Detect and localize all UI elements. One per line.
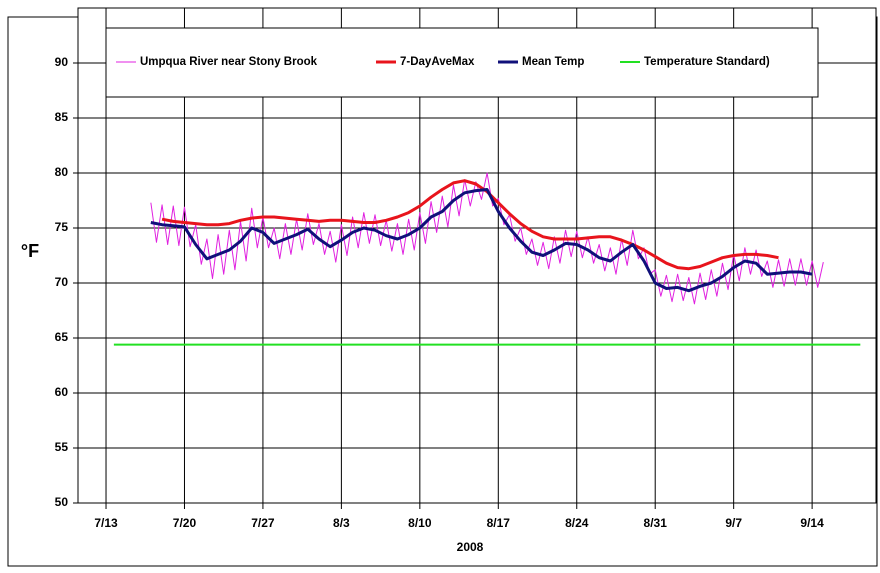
x-tick-label: 7/27 [251, 516, 275, 530]
x-tick-label: 7/20 [173, 516, 197, 530]
legend: Umpqua River near Stony Brook 7-DayAveMax… [105, 27, 819, 98]
plot-border [77, 7, 877, 504]
y-tick-label: 75 [55, 220, 69, 234]
x-tick-label: 8/24 [565, 516, 589, 530]
x-tick-label: 8/3 [333, 516, 350, 530]
legend-box [105, 27, 819, 98]
x-tick-label: 7/13 [94, 516, 118, 530]
y-tick-label: 60 [55, 385, 69, 399]
y-tick-label: 50 [55, 495, 69, 509]
series-line [161, 179, 779, 271]
y-tick-label: 55 [55, 440, 69, 454]
legend-label: Umpqua River near Stony Brook [140, 56, 318, 68]
x-tick-label: 8/17 [487, 516, 511, 530]
y-tick-label: 65 [55, 330, 69, 344]
y-tick-label: 70 [55, 275, 69, 289]
x-tick-label: 9/14 [800, 516, 824, 530]
x-axis-label: 2008 [457, 540, 484, 554]
lines [113, 172, 861, 346]
y-tick-label: 85 [55, 110, 69, 124]
legend-label: 7-DayAveMax [400, 56, 475, 68]
y-tick-label: 90 [55, 55, 69, 69]
y-axis-label: °F [21, 241, 39, 261]
legend-label: Temperature Standard) [644, 56, 770, 68]
y-tick-label: 80 [55, 165, 69, 179]
series-line [150, 188, 813, 293]
legend-label: Mean Temp [522, 56, 584, 68]
x-tick-label: 8/31 [644, 516, 668, 530]
x-tick-label: 9/7 [725, 516, 742, 530]
x-tick-label: 8/10 [408, 516, 432, 530]
